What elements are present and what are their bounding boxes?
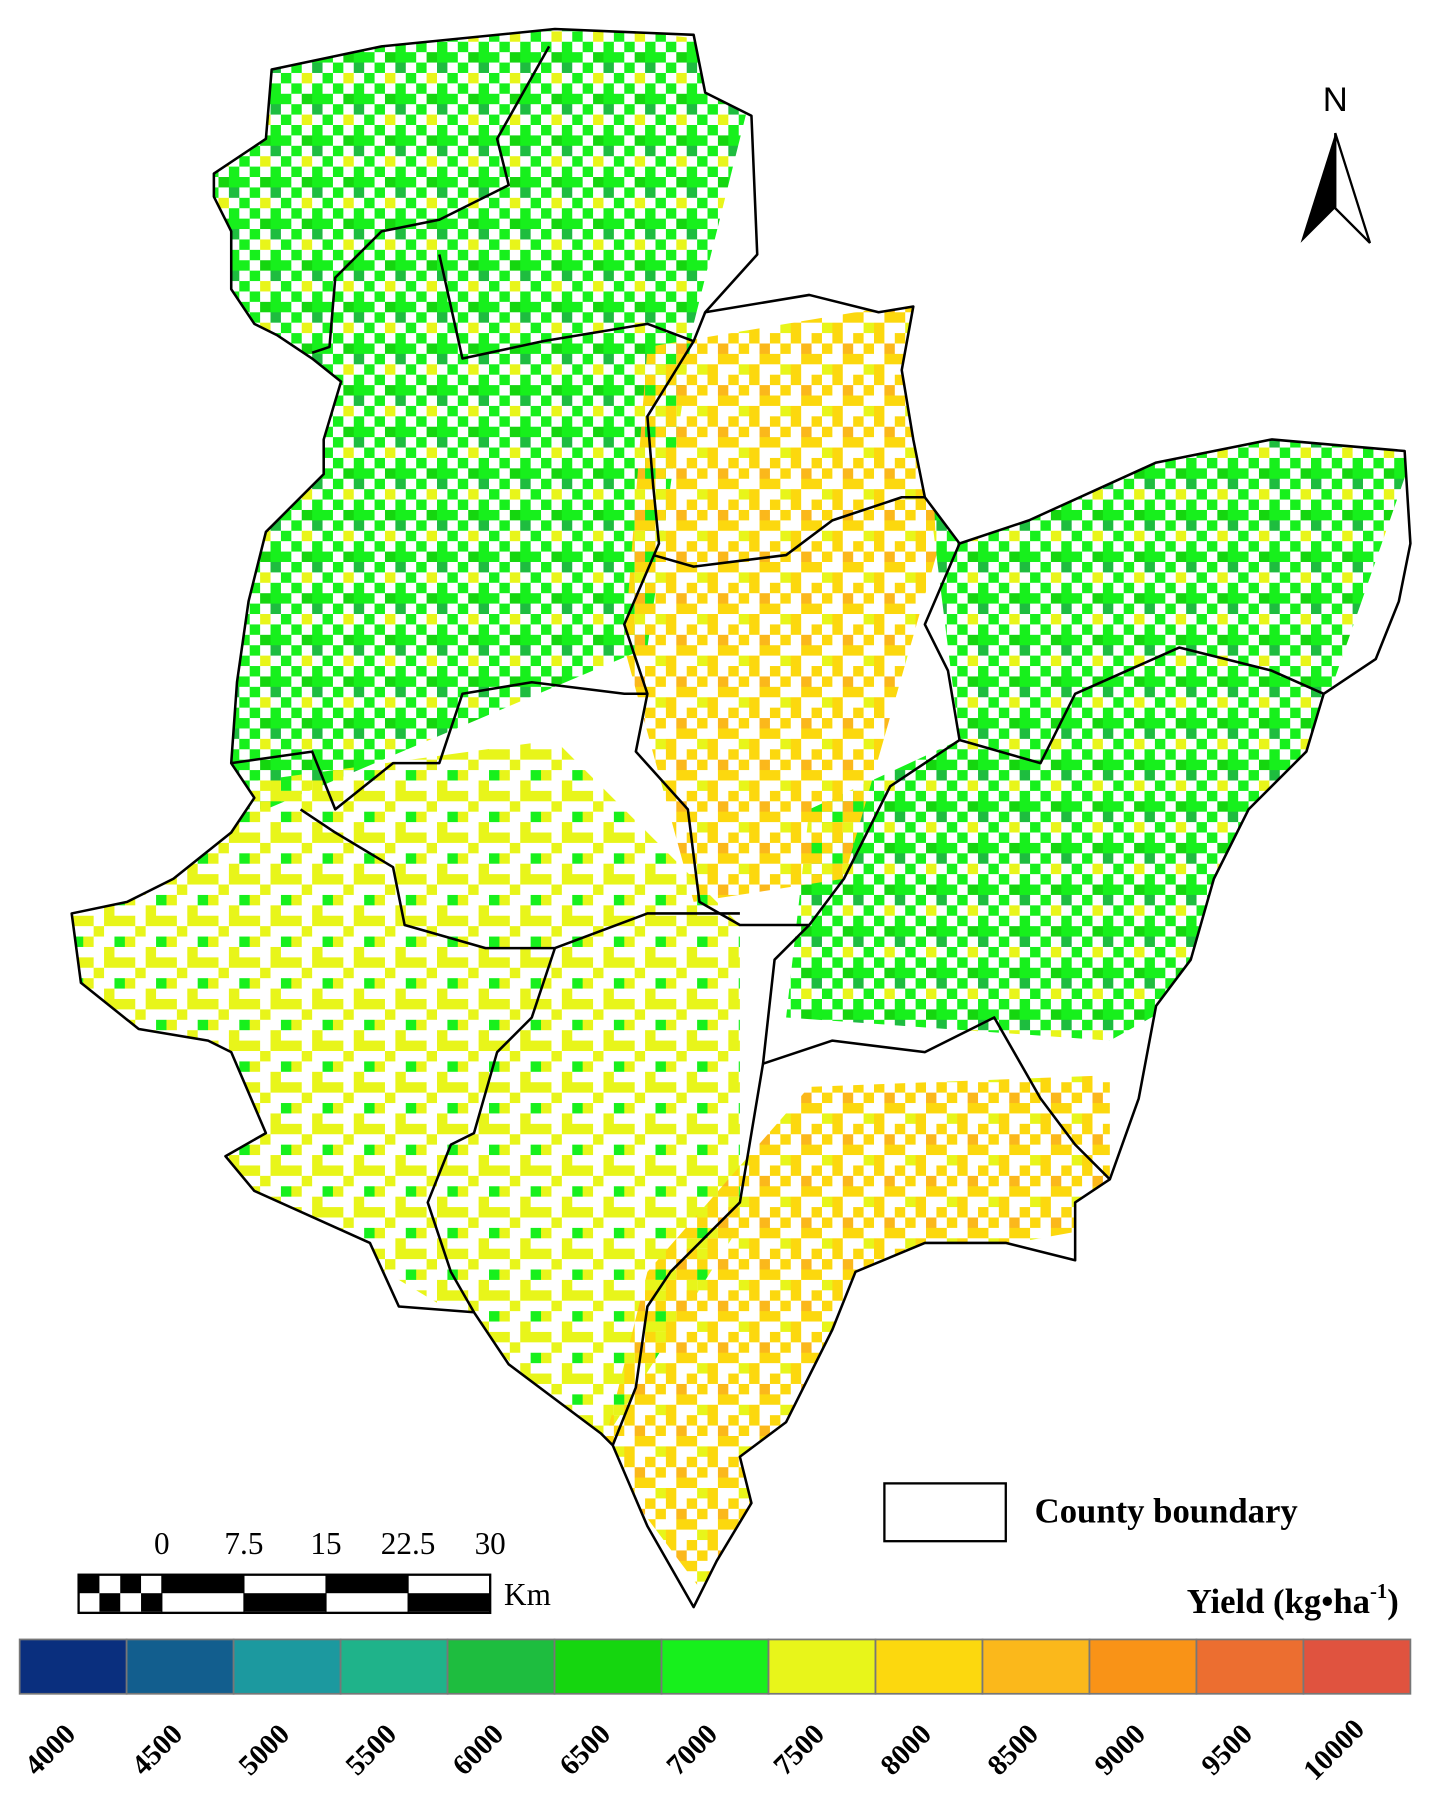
legend-label: 4000 — [19, 1718, 82, 1781]
legend-label: 9500 — [1195, 1718, 1258, 1781]
legend-swatch — [553, 1638, 663, 1695]
county-line — [311, 45, 551, 354]
scale-tick-label: 30 — [475, 1526, 506, 1561]
legend-swatch — [767, 1638, 877, 1695]
yield-title-superscript: -1 — [1370, 1580, 1387, 1603]
scale-bar-segment — [78, 1574, 100, 1594]
legend-label: 5500 — [340, 1718, 403, 1781]
yield-title-text: Yield (kg•ha — [1187, 1582, 1370, 1621]
county-line — [923, 542, 961, 741]
scale-bar-segment — [141, 1593, 162, 1612]
legend-label: 8500 — [981, 1718, 1044, 1781]
yield-title: Yield (kg•ha-1) — [1187, 1580, 1399, 1621]
legend-swatch — [1302, 1638, 1412, 1695]
legend-swatch — [1088, 1638, 1198, 1695]
legend-swatch — [339, 1638, 449, 1695]
legend-label: 9000 — [1088, 1718, 1151, 1781]
legend-label: 6000 — [447, 1718, 510, 1781]
legend-label: 7000 — [660, 1718, 723, 1781]
scale-unit: Km — [504, 1577, 551, 1612]
legend-label: 8000 — [874, 1718, 937, 1781]
county-line — [762, 1016, 1111, 1181]
boundary-legend-label: County boundary — [1035, 1492, 1298, 1531]
scale-bar-segment — [161, 1574, 244, 1594]
legend-swatch — [874, 1638, 984, 1695]
legend-swatch — [18, 1638, 128, 1695]
color-legend: 4000 4500 5000 5500 6000 6500 7000 7500 8000 8500… — [18, 1638, 1412, 1787]
raster-region — [71, 740, 740, 1446]
legend-label: 5000 — [233, 1718, 296, 1781]
raster-region — [173, 29, 764, 810]
north-arrow — [1334, 132, 1372, 244]
legend-label: 7500 — [767, 1718, 830, 1781]
scale-tick-label: 7.5 — [224, 1526, 263, 1561]
yield-title-close: ) — [1387, 1582, 1399, 1621]
county-line — [611, 924, 811, 1446]
raster-region — [601, 1075, 1110, 1608]
boundary-swatch — [883, 1482, 1007, 1543]
scale-bar-segment — [243, 1593, 327, 1612]
county-line — [623, 340, 1325, 927]
scale-tick-label: 0 — [154, 1526, 170, 1561]
scale-bar-segment — [99, 1593, 121, 1612]
legend-label: 10000 — [1297, 1713, 1371, 1787]
scale-bar: 0 7.5 15 22.5 30 Km — [77, 1526, 551, 1615]
scale-bar-segment — [120, 1574, 142, 1594]
scale-bar-segment — [326, 1574, 409, 1594]
county-line — [426, 947, 557, 1313]
legend-swatch — [660, 1638, 770, 1695]
legend-swatch — [125, 1638, 235, 1695]
county-line — [231, 680, 648, 811]
scale-bar-segment — [408, 1593, 491, 1612]
county-lines — [231, 45, 1325, 1446]
outer-boundary — [70, 27, 1412, 1609]
legend-swatch — [981, 1638, 1091, 1695]
yield-raster — [71, 29, 1411, 1608]
raster-region — [624, 300, 937, 902]
legend-swatch — [1195, 1638, 1305, 1695]
raster-region — [786, 427, 1411, 1041]
legend-label: 6500 — [554, 1718, 617, 1781]
legend-swatch — [232, 1638, 342, 1695]
county-line — [652, 495, 925, 568]
scale-tick-label: 15 — [310, 1526, 341, 1561]
north-arrow — [1300, 133, 1336, 243]
legend-swatch — [446, 1638, 556, 1695]
scale-tick-label: 22.5 — [381, 1526, 436, 1561]
county-line — [438, 254, 707, 360]
county-line — [299, 808, 740, 950]
legend-label: 4500 — [126, 1718, 189, 1781]
north-label: N — [1323, 81, 1348, 119]
